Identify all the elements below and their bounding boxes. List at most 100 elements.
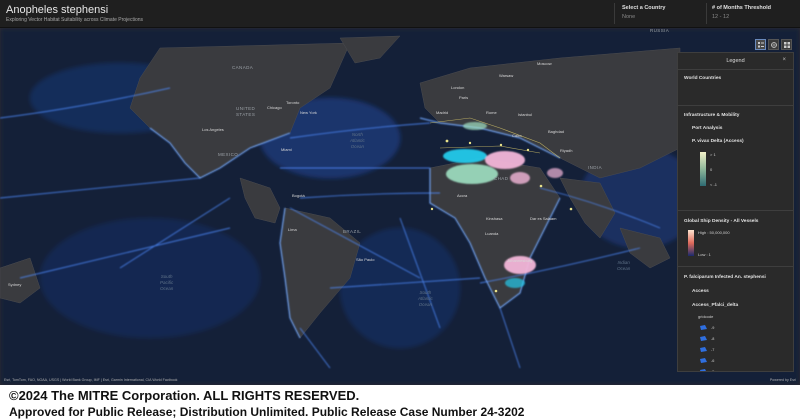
app-title: Anopheles stephensi [6,4,109,16]
legend-falciparum-title: P. falciparum Infected An. stephensi [684,275,766,280]
header-divider [706,3,707,24]
legend-title: Legend [726,58,745,64]
vivax-mid-label: 0 [710,167,713,172]
map-canvas[interactable] [0,28,800,385]
app-header: Anopheles stephensi Exploring Vector Hab… [0,0,800,28]
vivax-gradient-ramp [700,152,706,186]
powered-by-esri[interactable]: Powered by Esri [769,378,796,382]
legend-section-ship-density: Global Ship Density - All Vessels High :… [678,211,793,267]
ship-low-label: Low : 1 [698,252,711,257]
ocean-label: North Atlantic Ocean [350,132,365,149]
gridcode-swatch-icon [700,325,707,330]
city-label: London [451,85,465,90]
city-label: Istanbul [518,112,533,117]
gridcode-swatch-icon [700,358,707,363]
release-footer: ©2024 The MITRE Corporation. ALL RIGHTS … [0,385,800,419]
city-label: Lima [288,227,297,232]
city-label: Kinshasa [486,216,503,221]
city-label: Riyadh [560,148,573,153]
legend-ship-title: Global Ship Density - All Vessels [684,219,759,224]
legend-header: Legend × [678,53,793,70]
legend-access-label: Access [692,289,709,294]
city-label: Madrid [436,110,449,115]
country-label-chad: CHAD [494,176,509,181]
city-label: New York [300,110,317,115]
gridcode-swatch-icon [700,336,707,341]
legend-section-world-countries: World Countries [678,70,793,106]
legend-icon [757,41,764,47]
map-view[interactable]: RUSSIA CANADA UNITED STATES MEXICO BRAZI… [0,28,800,385]
suitability-layer [443,122,563,288]
city-label: Accra [457,193,468,198]
country-label-brazil: BRAZIL [343,229,362,234]
vivax-low-label: < -1 [710,182,718,187]
legend-section-falciparum: P. falciparum Infected An. stephensi Acc… [678,267,793,371]
release-notice: Approved for Public Release; Distributio… [9,405,525,419]
ocean-label: South Atlantic Ocean [418,290,433,307]
legend-section-infrastructure: Infrastructure & Mobility Port Analysis … [678,106,793,211]
ship-high-label: High : 50,000,000 [698,230,730,235]
header-divider [614,3,615,24]
city-label: Cairo [512,133,522,138]
legend-access-field: Access_Pfalci_delta [692,303,739,308]
shipping-lanes [0,87,661,369]
city-label: Moscow [537,61,552,66]
legend-vivax-title: P. vivax Delta (Access) [692,139,744,144]
city-label: Sydney [8,282,22,287]
close-icon[interactable]: × [782,57,786,63]
copyright-notice: ©2024 The MITRE Corporation. ALL RIGHTS … [9,388,360,403]
city-label: Toronto [286,100,300,105]
city-label: Chicago [267,105,282,110]
gridcode-swatch-icon [700,347,707,352]
gridcode-swatch-icon [700,369,706,371]
country-label-canada: CANADA [232,65,254,70]
city-label: Rome [486,110,497,115]
country-label-india: INDIA [588,165,603,170]
layers-icon [783,41,790,48]
country-selector[interactable]: Select a Country None [622,5,665,20]
city-label: Warsaw [499,73,514,78]
country-label-russia: RUSSIA [650,28,670,33]
ocean-label: Indian Ocean [617,260,631,271]
city-label: Baghdad [548,129,565,134]
country-selector-value[interactable]: None [622,14,636,20]
ship-gradient-ramp [688,230,694,256]
city-label: Dar es Salaam [530,216,557,221]
city-label: Miami [281,147,292,152]
country-label-united-states: UNITED STATES [236,106,256,117]
layers-button[interactable] [781,39,792,50]
app-window: Anopheles stephensi Exploring Vector Hab… [0,0,800,385]
basemap-button[interactable] [768,39,779,50]
gridcode-item: -9 [700,325,714,330]
legend-layer-world-countries: World Countries [684,76,722,81]
gridcode-item: -5 [700,369,714,371]
land-layer [0,35,681,339]
app-subtitle: Exploring Vector Habitat Suitability acr… [6,17,144,23]
city-label: Johannesburg [507,258,533,263]
country-label-mexico: MEXICO [218,152,239,157]
legend-sublayer-port-analysis: Port Analysis [692,126,723,131]
city-label: Bogotá [292,193,305,198]
city-label: Los Angeles [202,127,224,132]
gridcode-item: -7 [700,347,714,352]
country-selector-label: Select a Country [622,5,666,11]
legend-gridcode-label: gridcode [698,314,714,319]
gridcode-item: -6 [700,358,714,363]
map-attribution[interactable]: Esri, TomTom, FAO, NOAA, USGS | World Ba… [4,378,178,382]
legend-layer-infrastructure: Infrastructure & Mobility [684,113,740,118]
legend-button[interactable] [755,39,766,50]
basemap-icon [770,41,777,48]
map-toolbar [755,39,792,50]
city-label: Luanda [485,231,499,236]
country-borders [429,117,561,159]
city-label: Paris [459,95,469,100]
months-threshold[interactable]: # of Months Threshold 12 - 12 [712,5,771,20]
legend-panel[interactable]: Legend × World Countries Infrastructure … [677,52,794,372]
ship-density-layer [0,28,800,385]
months-threshold-label: # of Months Threshold [712,5,771,11]
gridcode-item: -8 [700,336,714,341]
vivax-high-label: > 1 [710,152,716,157]
ocean-label: South Pacific Ocean [160,274,174,291]
port-points [430,139,573,293]
months-threshold-value[interactable]: 12 - 12 [712,14,730,20]
